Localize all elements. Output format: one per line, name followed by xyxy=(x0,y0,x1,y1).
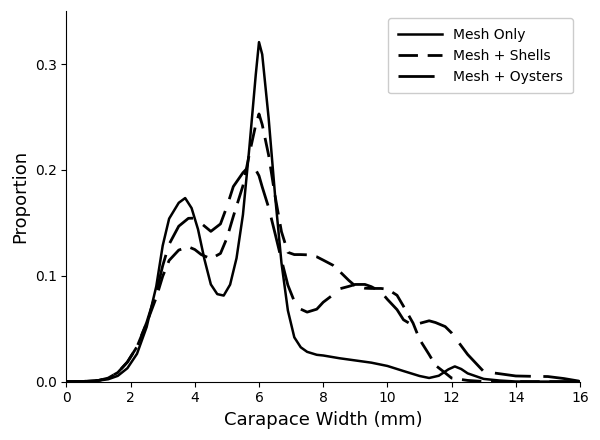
X-axis label: Carapace Width (mm): Carapace Width (mm) xyxy=(224,411,422,429)
Legend: Mesh Only, Mesh + Shells, Mesh + Oysters: Mesh Only, Mesh + Shells, Mesh + Oysters xyxy=(388,18,573,93)
Y-axis label: Proportion: Proportion xyxy=(11,150,29,243)
